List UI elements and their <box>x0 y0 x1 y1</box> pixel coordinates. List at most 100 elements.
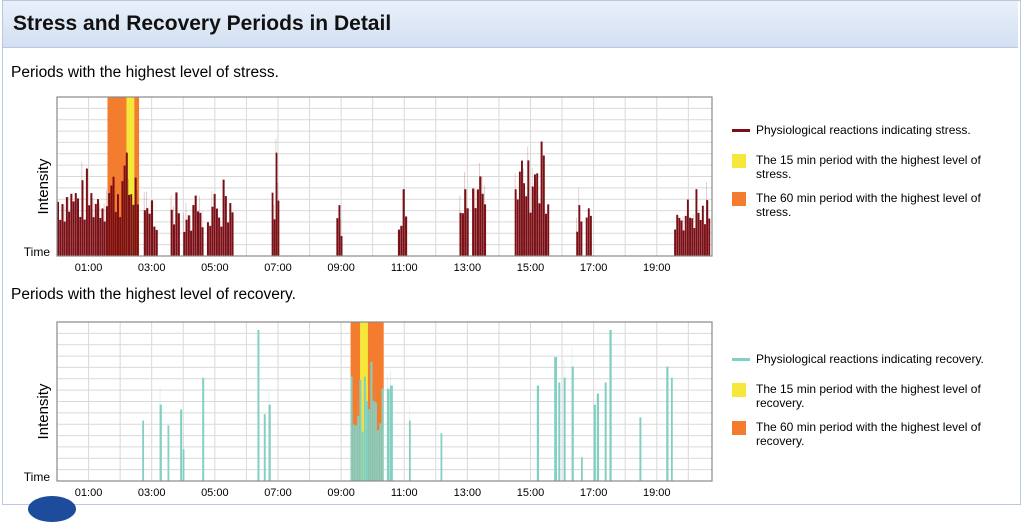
stress-bar <box>97 199 100 256</box>
stress-bar <box>206 222 209 256</box>
stress-bar <box>146 208 149 256</box>
stress-bar <box>589 215 592 256</box>
recovery-segment-22 <box>604 382 607 481</box>
recovery-segment-23 <box>609 329 612 481</box>
stress-bar <box>209 225 212 256</box>
stress-bar <box>105 206 108 256</box>
recovery-bar <box>352 424 355 481</box>
stress-x-tick-label: 17:00 <box>580 262 608 274</box>
recovery-segment-15 <box>554 356 558 481</box>
stress-segment-14 <box>585 208 592 256</box>
stress-bar <box>686 199 689 256</box>
stress-bar <box>196 211 199 256</box>
recovery-bar <box>368 409 371 481</box>
stress-segment-2 <box>143 191 158 256</box>
stress-section-title: Periods with the highest level of stress… <box>11 64 279 81</box>
stress-bar <box>697 212 700 256</box>
recovery-bar <box>370 361 373 481</box>
stress-bar <box>61 204 64 256</box>
stress-segment-10 <box>472 163 487 256</box>
recovery-bar <box>350 376 353 481</box>
recovery-segment-4 <box>182 432 185 481</box>
stress-x-tick-label: 05:00 <box>201 262 229 274</box>
stress-15min-swatch <box>732 154 746 168</box>
stress-bar <box>187 215 190 256</box>
stress-bar <box>474 208 477 256</box>
recovery-bar <box>180 409 183 481</box>
stress-bar <box>708 218 711 256</box>
recovery-bar <box>563 377 566 481</box>
stress-bar <box>402 189 405 256</box>
stress-bar <box>229 203 232 256</box>
stress-bar <box>143 210 146 256</box>
recovery-segment-20 <box>593 404 596 481</box>
stress-highlight-15min <box>126 97 135 256</box>
stress-bar <box>680 220 683 256</box>
stress-bar <box>85 168 88 256</box>
stress-bar <box>90 193 93 256</box>
recovery-bar <box>670 377 673 481</box>
recovery-bar <box>596 393 600 481</box>
stress-15min-label: The 15 min period with the highest level… <box>756 153 981 181</box>
recovery-bar <box>374 402 377 481</box>
recovery-segment-10 <box>386 375 390 481</box>
recovery-x-tick-label: 17:00 <box>580 487 608 499</box>
stress-bar <box>580 221 583 256</box>
recovery-bar <box>263 414 266 481</box>
stress-bar <box>65 197 68 256</box>
stress-bar <box>523 183 526 256</box>
stress-bar <box>691 218 694 256</box>
recovery-bar <box>604 382 607 481</box>
recovery-bar <box>357 416 360 481</box>
recovery-15min-swatch <box>732 383 746 397</box>
stress-bar <box>277 200 280 256</box>
stress-bar <box>220 226 223 256</box>
stress-bar <box>110 185 113 256</box>
stress-bar <box>134 177 137 256</box>
stress-x-tick-label: 11:00 <box>391 262 418 274</box>
stress-60min-label: The 60 min period with the highest level… <box>756 191 981 219</box>
stress-segment-1 <box>105 152 139 256</box>
stress-bar <box>136 204 139 256</box>
recovery-bar <box>257 329 260 481</box>
recovery-bar <box>354 425 357 481</box>
stress-segment-6 <box>271 138 280 256</box>
stress-bar <box>481 193 484 256</box>
stress-bar <box>175 192 178 256</box>
stress-bar <box>88 205 91 256</box>
stress-x-tick-label: 03:00 <box>138 262 166 274</box>
stress-bar <box>74 193 77 256</box>
recovery-segment-6 <box>257 329 260 481</box>
stress-bar <box>114 212 117 256</box>
recovery-segment-25 <box>666 366 669 481</box>
stress-bar <box>70 193 73 256</box>
recovery-bar <box>408 420 411 481</box>
recovery-bar <box>363 376 366 481</box>
recovery-legend-swatch <box>732 358 750 361</box>
stress-x-tick-label: 07:00 <box>264 262 292 274</box>
stress-bar <box>63 221 66 256</box>
stress-bar <box>536 173 539 256</box>
stress-bar <box>79 216 82 256</box>
stress-bar <box>150 200 154 256</box>
stress-bar <box>479 176 482 256</box>
stress-bar <box>585 217 588 256</box>
stress-bar <box>397 229 401 256</box>
recovery-bar <box>554 356 558 481</box>
stress-bar <box>521 160 523 256</box>
recovery-segment-9 <box>350 361 384 481</box>
recovery-segment-19 <box>581 457 583 481</box>
recovery-bar <box>142 420 145 481</box>
stress-segment-11 <box>514 160 528 256</box>
stress-bar <box>119 217 122 256</box>
recovery-60min-swatch <box>732 421 746 435</box>
stress-x-axis-label: Time <box>24 245 51 259</box>
stress-bar <box>336 218 339 256</box>
stress-x-tick-label: 13:00 <box>454 262 482 274</box>
recovery-bar <box>377 430 380 481</box>
stress-bar <box>213 193 216 256</box>
stress-legend-label: Physiological reactions indicating stres… <box>756 123 971 137</box>
recovery-segment-0 <box>142 420 145 481</box>
recovery-x-tick-label: 15:00 <box>517 487 545 499</box>
recovery-x-tick-label: 11:00 <box>391 487 418 499</box>
